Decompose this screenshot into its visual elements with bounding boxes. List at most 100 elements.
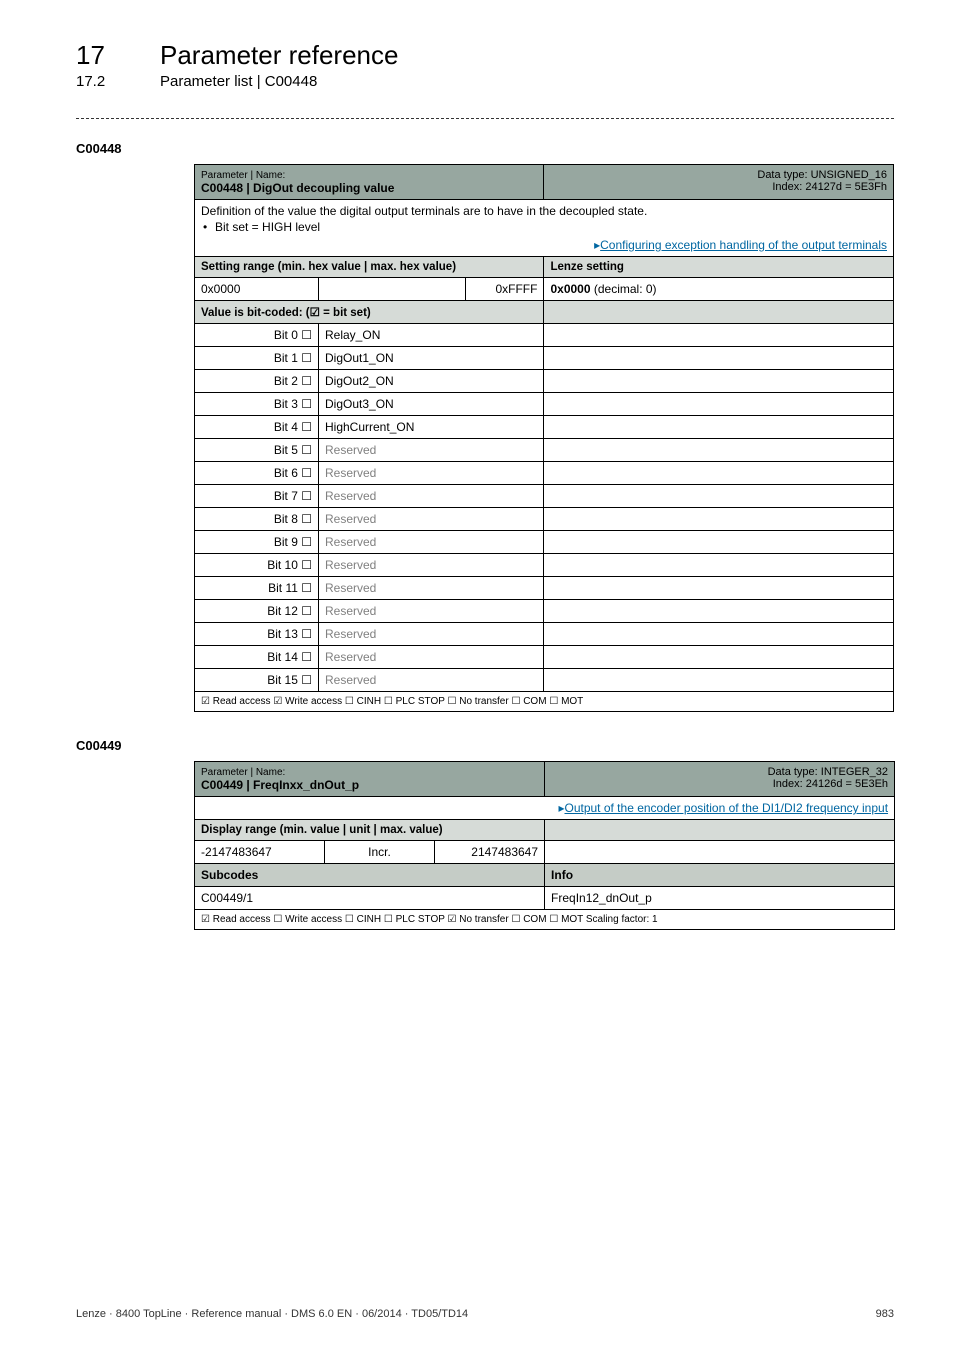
bit-right-empty [544,554,894,577]
footnote-row: ☑ Read access ☐ Write access ☐ CINH ☐ PL… [195,910,895,930]
bit-label: Bit 5 ☐ [195,439,319,462]
bit-name: Reserved [319,600,544,623]
bit-name: Reserved [319,554,544,577]
param-name: C00449 | FreqInxx_dnOut_p [201,778,359,792]
display-value-row: -2147483647 Incr. 2147483647 [195,841,895,864]
bit-label: Bit 9 ☐ [195,531,319,554]
bit-name: DigOut3_ON [319,393,544,416]
output-link[interactable]: Output of the encoder position of the DI… [558,801,888,815]
bit-name: Reserved [319,646,544,669]
bit-right-empty [544,347,894,370]
param-top-label: Parameter | Name: [201,767,285,778]
bit-right-empty [544,646,894,669]
chapter-number: 17 [76,40,130,71]
footnote-text: ☑ Read access ☑ Write access ☐ CINH ☐ PL… [195,692,894,712]
bit-label: Bit 12 ☐ [195,600,319,623]
display-unit: Incr. [325,841,435,864]
bit-name: Reserved [319,531,544,554]
bitcoded-right-empty [544,301,894,324]
footer-left: Lenze · 8400 TopLine · Reference manual … [76,1308,468,1320]
bit-name: Reserved [319,577,544,600]
bit-row: Bit 13 ☐Reserved [195,623,894,646]
bit-right-empty [544,577,894,600]
bit-right-empty [544,508,894,531]
setting-value-row: 0x0000 0xFFFF 0x0000 (decimal: 0) [195,278,894,301]
bitcoded-label: Value is bit-coded: (☑ = bit set) [195,301,544,324]
lenze-value-bold: 0x0000 [550,282,590,296]
bit-right-empty [544,600,894,623]
bit-name: Reserved [319,439,544,462]
display-min: -2147483647 [195,841,325,864]
bit-label: Bit 7 ☐ [195,485,319,508]
table-c00448: Parameter | Name: C00448 | DigOut decoup… [194,164,894,712]
bit-label: Bit 4 ☐ [195,416,319,439]
bit-row: Bit 15 ☐Reserved [195,669,894,692]
bit-name: Reserved [319,508,544,531]
param-top-label: Parameter | Name: [201,170,285,181]
bit-row: Bit 1 ☐DigOut1_ON [195,347,894,370]
bit-row: Bit 9 ☐Reserved [195,531,894,554]
bit-label: Bit 13 ☐ [195,623,319,646]
bit-right-empty [544,324,894,347]
setting-header-row: Setting range (min. hex value | max. hex… [195,257,894,278]
param-name-cell: Parameter | Name: C00448 | DigOut decoup… [195,165,544,200]
param-datatype: Data type: INTEGER_32 [768,766,888,778]
bit-row: Bit 6 ☐Reserved [195,462,894,485]
chapter-header: 17 Parameter reference [76,40,894,71]
description-row: Output of the encoder position of the DI… [195,797,895,820]
display-header-row: Display range (min. value | unit | max. … [195,820,895,841]
description-cell: Output of the encoder position of the DI… [195,797,895,820]
bit-label: Bit 8 ☐ [195,508,319,531]
param-id-c00449: C00449 [76,738,894,753]
description-text: Definition of the value the digital outp… [201,204,647,218]
bit-name: DigOut2_ON [319,370,544,393]
description-bullet-item: Bit set = HIGH level [215,220,887,234]
param-id-c00448: C00448 [76,141,894,156]
min-hex-value: 0x0000 [195,278,319,301]
bit-row: Bit 3 ☐DigOut3_ON [195,393,894,416]
bit-name: Reserved [319,623,544,646]
footnote-row: ☑ Read access ☑ Write access ☐ CINH ☐ PL… [195,692,894,712]
bit-row: Bit 0 ☐Relay_ON [195,324,894,347]
config-link[interactable]: Configuring exception handling of the ou… [594,238,887,252]
bit-name: HighCurrent_ON [319,416,544,439]
bit-row: Bit 11 ☐Reserved [195,577,894,600]
bit-row: Bit 5 ☐Reserved [195,439,894,462]
bit-label: Bit 6 ☐ [195,462,319,485]
lenze-value-cell: 0x0000 (decimal: 0) [544,278,894,301]
subcodes-label: Subcodes [195,864,545,887]
param-index: Index: 24126d = 5E3Eh [773,778,888,790]
bit-label: Bit 0 ☐ [195,324,319,347]
bit-right-empty [544,370,894,393]
subcode-code: C00449/1 [195,887,545,910]
page-footer: Lenze · 8400 TopLine · Reference manual … [76,1308,894,1320]
setting-range-label: Setting range (min. hex value | max. hex… [195,257,544,278]
param-datatype: Data type: UNSIGNED_16 [757,169,887,181]
bit-label: Bit 14 ☐ [195,646,319,669]
chapter-title: Parameter reference [160,40,398,71]
info-label: Info [545,864,895,887]
subcode-row: C00449/1 FreqIn12_dnOut_p [195,887,895,910]
mid-empty [319,278,466,301]
bit-row: Bit 8 ☐Reserved [195,508,894,531]
param-datatype-cell: Data type: INTEGER_32 Index: 24126d = 5E… [545,762,895,797]
page: 17 Parameter reference 17.2 Parameter li… [0,0,954,1350]
description-row: Definition of the value the digital outp… [195,200,894,257]
bit-row: Bit 2 ☐DigOut2_ON [195,370,894,393]
bit-label: Bit 15 ☐ [195,669,319,692]
bit-right-empty [544,416,894,439]
bit-row: Bit 14 ☐Reserved [195,646,894,669]
bit-name: Reserved [319,485,544,508]
footer-page-number: 983 [876,1308,894,1320]
bit-name: Relay_ON [319,324,544,347]
bit-right-empty [544,439,894,462]
bit-right-empty [544,485,894,508]
bit-row: Bit 7 ☐Reserved [195,485,894,508]
section-number: 17.2 [76,73,130,90]
param-name: C00448 | DigOut decoupling value [201,181,394,195]
bit-label: Bit 11 ☐ [195,577,319,600]
bit-row: Bit 4 ☐HighCurrent_ON [195,416,894,439]
bit-name: Reserved [319,669,544,692]
description-bullets: Bit set = HIGH level [201,220,887,234]
bit-right-empty [544,669,894,692]
